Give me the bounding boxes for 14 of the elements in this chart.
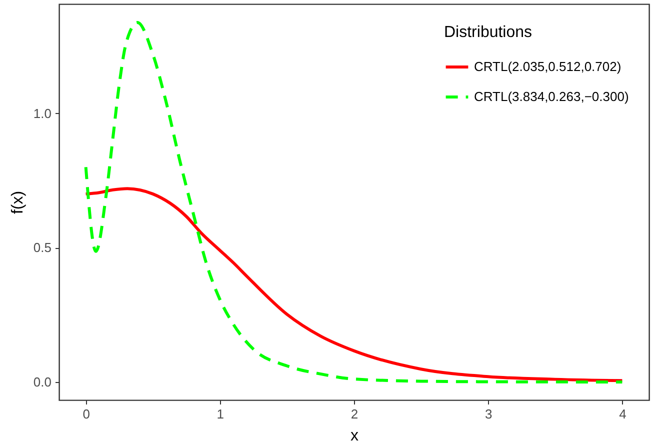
x-tick-label: 2 — [350, 406, 358, 422]
line-series — [84, 187, 624, 382]
y-tick-label: 0.0 — [33, 374, 52, 390]
y-axis-title: f(x) — [9, 190, 26, 214]
y-tick-label: 0.5 — [33, 240, 52, 256]
legend-title: Distributions — [444, 24, 532, 41]
x-axis-title: x — [350, 428, 358, 444]
y-tick-label: 1.0 — [33, 106, 52, 121]
legend-label: CRTL(2.035,0.512,0.702) — [474, 59, 622, 74]
x-tick-label: 0 — [82, 406, 90, 422]
legend-label: CRTL(3.834,0.263,−0.300) — [474, 89, 629, 104]
x-tick-label: 3 — [484, 406, 492, 422]
x-tick-label: 4 — [619, 406, 626, 422]
x-tick-label: 1 — [216, 406, 224, 422]
